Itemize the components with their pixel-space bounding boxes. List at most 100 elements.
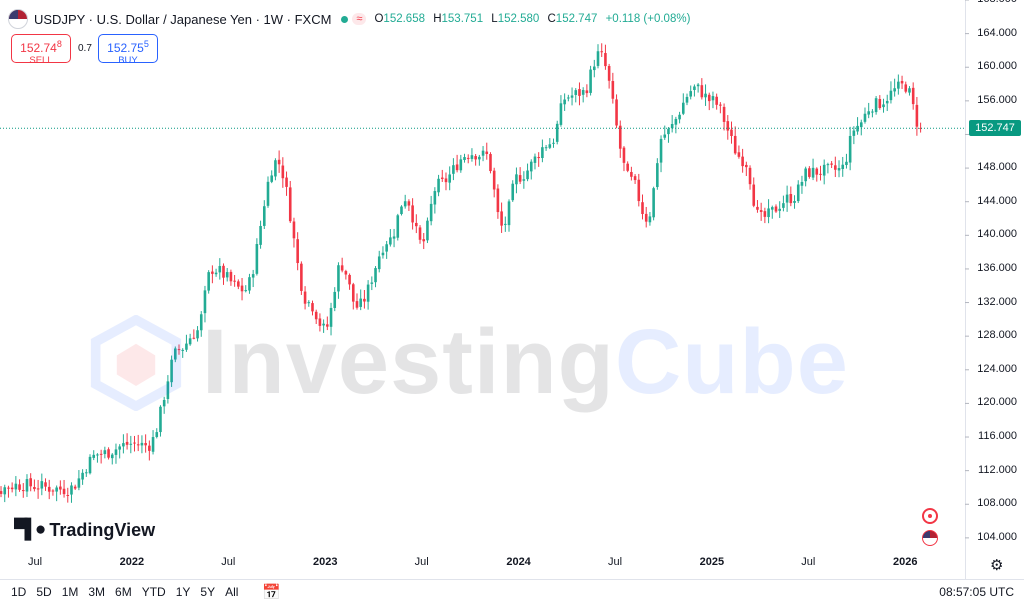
candle-down xyxy=(741,156,744,167)
candle-up xyxy=(659,138,663,163)
candle-up xyxy=(681,102,685,114)
candle-down xyxy=(911,87,915,105)
candle-down xyxy=(830,163,833,165)
candle-down xyxy=(73,486,77,489)
timeframe-3m[interactable]: 3M xyxy=(88,585,106,599)
candle-up xyxy=(515,174,518,185)
open-label: O xyxy=(374,13,384,25)
price-tick-label: 112.000 xyxy=(978,463,1017,476)
candle-up xyxy=(433,191,437,205)
candle-down xyxy=(318,318,322,326)
candle-up xyxy=(800,181,804,186)
candle-up xyxy=(696,84,700,87)
timeframe-1y[interactable]: 1Y xyxy=(175,585,191,599)
candle-up xyxy=(114,449,118,455)
candle-up xyxy=(92,454,96,458)
candle-down xyxy=(489,154,492,172)
candle-up xyxy=(574,90,578,95)
candle-down xyxy=(707,94,711,102)
sell-price-pip: 8 xyxy=(56,39,62,49)
candle-up xyxy=(793,200,796,203)
candle-down xyxy=(745,164,748,168)
tradingview-logo[interactable]: ▀▌● TradingView xyxy=(14,519,155,541)
candle-down xyxy=(285,177,288,187)
symbol-title[interactable]: USDJPY · U.S. Dollar / Japanese Yen · 1W… xyxy=(34,11,332,27)
economic-event-icon[interactable] xyxy=(922,508,938,524)
low-label: L xyxy=(491,13,498,25)
candle-down xyxy=(29,478,32,487)
candle-down xyxy=(466,157,470,159)
candle-up xyxy=(837,168,841,171)
candle-down xyxy=(355,301,359,308)
sell-button[interactable]: 152.748 SELL xyxy=(11,34,71,66)
price-tick-label: 156.000 xyxy=(977,93,1017,106)
candle-down xyxy=(418,227,422,240)
candle-up xyxy=(533,156,537,163)
candle-up xyxy=(162,400,166,407)
buy-button[interactable]: 152.755 BUY xyxy=(98,34,158,66)
timeframe-1d[interactable]: 1D xyxy=(11,585,27,599)
candle-down xyxy=(10,487,14,490)
candle-up xyxy=(266,181,270,206)
candle-up xyxy=(785,194,789,203)
candle-down xyxy=(21,490,25,492)
candle-down xyxy=(62,488,66,495)
timeframe-ytd[interactable]: YTD xyxy=(141,585,166,599)
candle-down xyxy=(474,156,477,160)
sell-price: 152.74 xyxy=(20,41,57,55)
candle-up xyxy=(689,91,693,97)
candle-down xyxy=(726,121,730,131)
candle-down xyxy=(637,179,641,202)
candle-down xyxy=(500,211,503,226)
calendar-arrow-icon[interactable]: 📅 xyxy=(262,584,281,601)
candle-up xyxy=(504,223,507,225)
price-tick-label: 144.000 xyxy=(977,194,1017,207)
candle-down xyxy=(578,89,581,96)
candle-down xyxy=(878,98,882,108)
timeframe-5d[interactable]: 5D xyxy=(36,585,52,599)
high-value: 153.751 xyxy=(441,13,484,25)
candle-up xyxy=(811,167,815,178)
candle-up xyxy=(767,208,770,218)
gear-icon[interactable]: ⚙ xyxy=(990,557,1004,574)
candle-up xyxy=(225,272,229,278)
time-tick-label: 2026 xyxy=(893,556,918,568)
candle-down xyxy=(44,482,47,487)
us-flag-event-icon[interactable] xyxy=(922,530,938,546)
price-tick-label: 160.000 xyxy=(977,60,1017,73)
realtime-icon[interactable]: ≈ xyxy=(352,13,367,25)
candle-down xyxy=(99,453,103,455)
timeframe-6m[interactable]: 6M xyxy=(115,585,132,599)
timeframe-5y[interactable]: 5Y xyxy=(200,585,216,599)
candle-up xyxy=(559,103,563,125)
candle-up xyxy=(85,472,88,474)
candle-up xyxy=(337,265,340,292)
candle-up xyxy=(259,225,262,245)
time-tick-label: 2022 xyxy=(119,556,145,568)
candle-down xyxy=(808,168,811,177)
candle-up xyxy=(329,307,333,327)
bottom-toolbar: 1D 5D 1M 3M 6M YTD 1Y 5Y All 📅 08:57:05 UTC xyxy=(0,579,1024,606)
candle-down xyxy=(492,170,496,190)
timeframe-1m[interactable]: 1M xyxy=(61,585,79,599)
candle-down xyxy=(300,263,303,291)
utc-clock[interactable]: 08:57:05 UTC xyxy=(939,585,1014,599)
us-flag-icon xyxy=(8,9,28,29)
candle-up xyxy=(667,128,670,135)
candle-up xyxy=(381,252,385,256)
candle-down xyxy=(107,449,110,458)
price-tick-label: 120.000 xyxy=(977,396,1017,409)
candle-up xyxy=(563,99,566,105)
price-tick-label: 132.000 xyxy=(977,295,1017,308)
timeframe-all[interactable]: All xyxy=(225,585,239,599)
candle-up xyxy=(652,188,655,218)
candle-up xyxy=(181,349,185,351)
candle-down xyxy=(715,96,718,105)
candle-down xyxy=(444,178,448,183)
candle-up xyxy=(77,478,81,488)
candle-up xyxy=(166,381,170,399)
buy-price-pip: 5 xyxy=(143,39,149,49)
close-label: C xyxy=(547,13,556,25)
close-value: 152.747 xyxy=(555,13,598,25)
